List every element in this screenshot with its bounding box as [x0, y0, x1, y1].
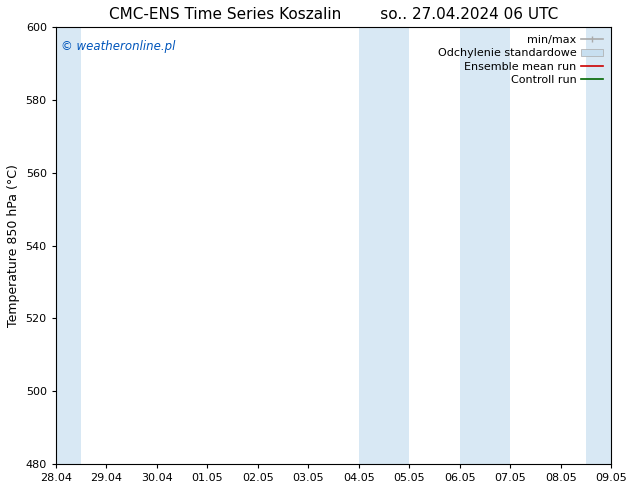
Title: CMC-ENS Time Series Koszalin        so.. 27.04.2024 06 UTC: CMC-ENS Time Series Koszalin so.. 27.04.…: [109, 7, 558, 22]
Bar: [30, 27, 81, 464]
Legend: min/max, Odchylenie standardowe, Ensemble mean run, Controll run: min/max, Odchylenie standardowe, Ensembl…: [436, 33, 605, 87]
Y-axis label: Temperature 850 hPa (°C): Temperature 850 hPa (°C): [7, 164, 20, 327]
Bar: [460, 27, 510, 464]
Text: © weatheronline.pl: © weatheronline.pl: [61, 40, 176, 53]
Bar: [586, 27, 634, 464]
Bar: [359, 27, 409, 464]
